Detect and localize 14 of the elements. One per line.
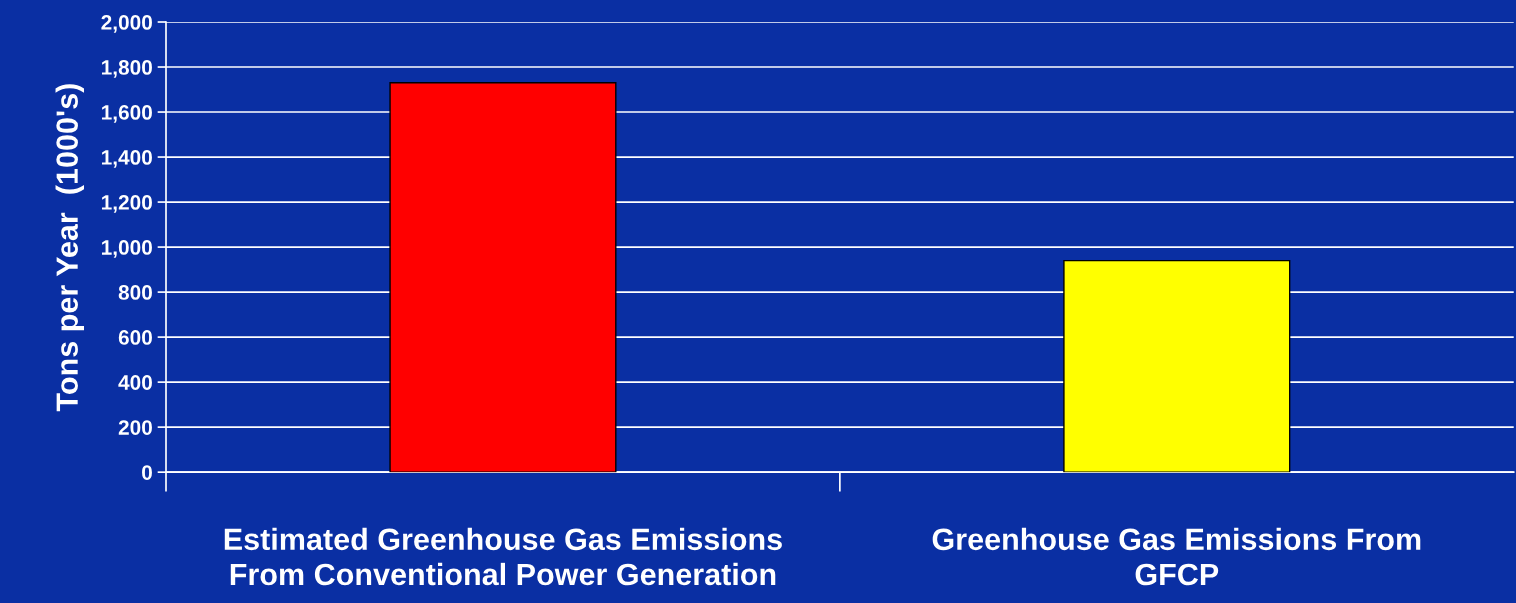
y-tick-label: 1,200: [101, 195, 152, 213]
y-tick-label: 600: [118, 330, 152, 345]
y-tick-label: 1,000: [101, 240, 152, 258]
y-tick-label: 1,600: [101, 105, 152, 123]
y-tick-label: 0: [142, 465, 152, 480]
y-tick-label: 800: [118, 285, 152, 300]
y-tick-label: 2,000: [101, 15, 152, 33]
y-tick-label: 1,800: [101, 60, 152, 78]
y-axis-title: Tons per Year (1000's): [55, 84, 85, 412]
x-tick-label: Greenhouse Gas Emissions From GFCP: [932, 527, 1421, 586]
y-tick-label: 400: [118, 375, 152, 390]
y-tick-label: 200: [118, 420, 152, 435]
x-tick-label: Estimated Greenhouse Gas Emissions From Conventional Power Generation: [224, 527, 782, 586]
y-tick-label: 1,400: [101, 150, 152, 168]
